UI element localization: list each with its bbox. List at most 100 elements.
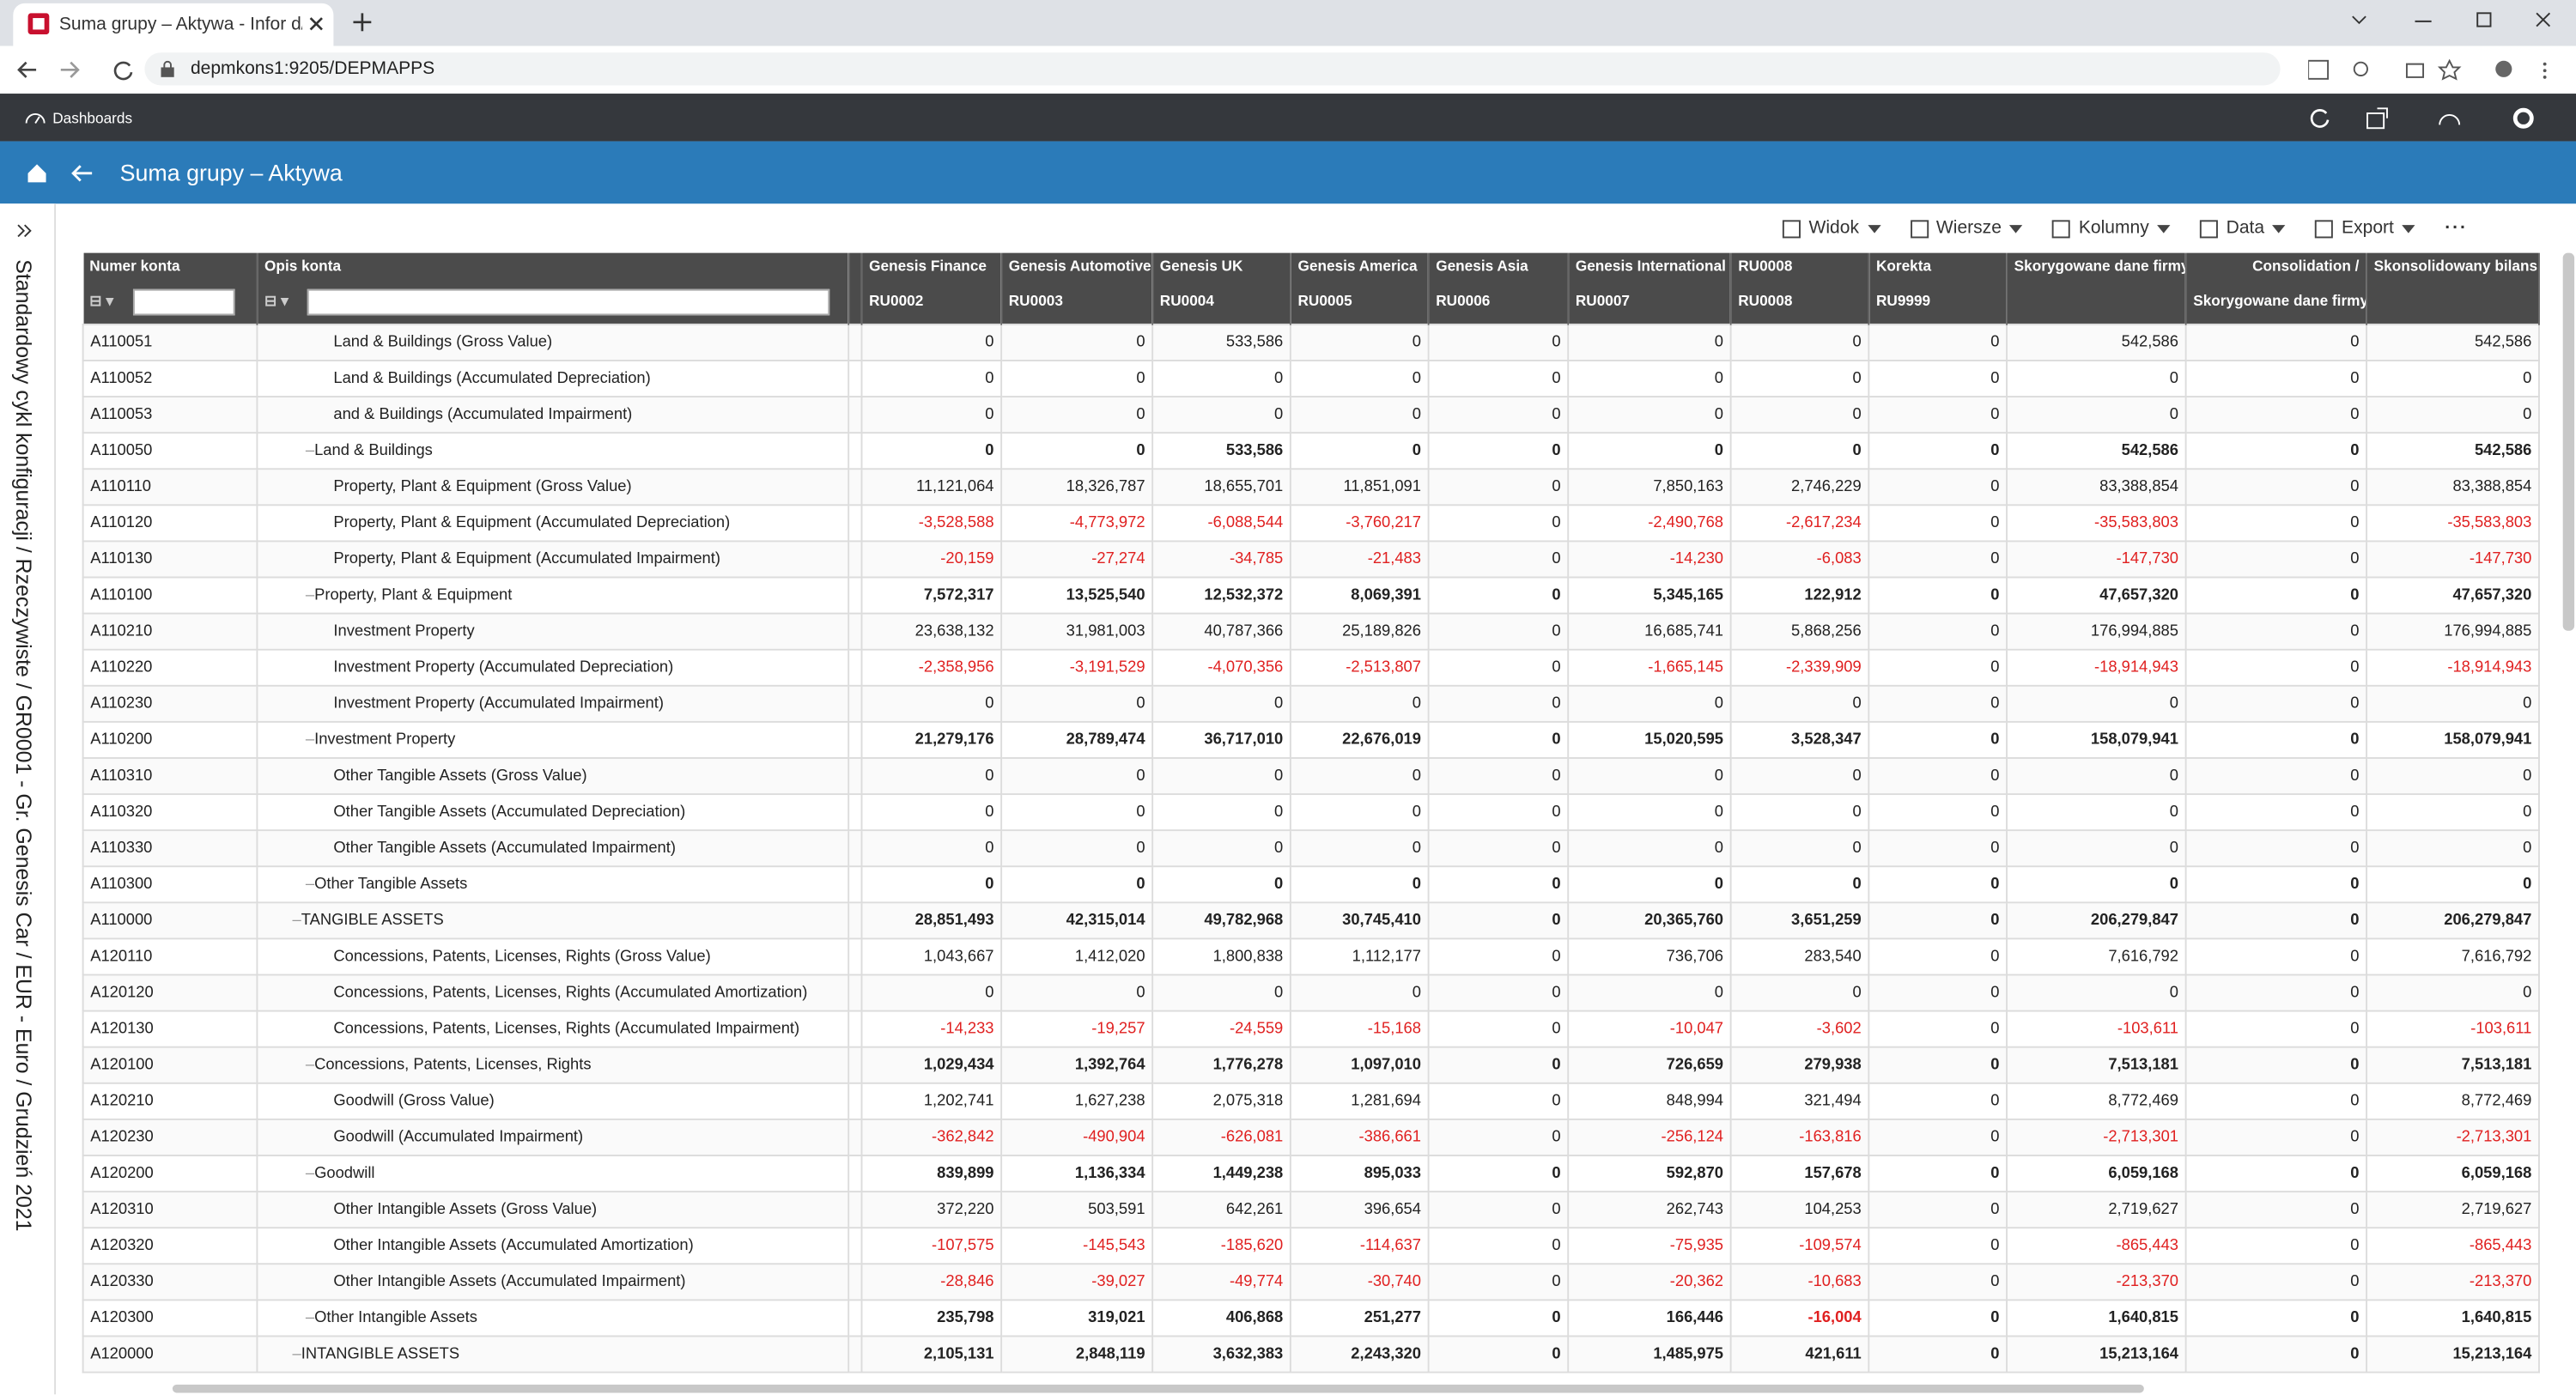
description-cell: –Property, Plant & Equipment	[256, 576, 850, 615]
value-cell: 592,870	[1567, 1155, 1732, 1193]
filter-mode[interactable]: ⊟ ▾	[264, 292, 289, 309]
value-cell: 11,851,091	[1289, 468, 1430, 506]
value-cell: 0	[1289, 793, 1430, 832]
value-cell: 8,772,469	[2366, 1082, 2540, 1120]
column-header: Genesis America RU0005	[1290, 252, 1430, 324]
value-cell: 0	[2184, 684, 2368, 723]
toolbar-icon	[2052, 219, 2071, 238]
column-sub: RU0008	[1738, 292, 1793, 309]
expand-icon[interactable]	[16, 223, 33, 238]
url-field[interactable]: depmkons1:9205/DEPMAPPS	[144, 52, 2281, 86]
toolbar-button[interactable]: Kolumny	[2052, 218, 2171, 240]
value-cell: 0	[1427, 865, 1570, 904]
value-cell: 1,627,238	[1000, 1082, 1154, 1120]
toolbar-icon	[2315, 219, 2334, 238]
collapse-toggle[interactable]: –	[305, 1056, 315, 1075]
filter-input[interactable]	[132, 288, 234, 315]
account-cell: A120200	[82, 1155, 258, 1193]
description-cell: Goodwill (Accumulated Impairment)	[256, 1118, 850, 1156]
value-cell: 0	[1567, 829, 1732, 868]
frozen-cell	[848, 323, 863, 361]
value-cell: 40,787,366	[1151, 612, 1291, 651]
value-cell: -2,713,301	[2366, 1118, 2540, 1156]
toolbar-button[interactable]: Data	[2200, 218, 2287, 240]
column-sub: RU0007	[1575, 292, 1631, 309]
value-cell: -39,027	[1000, 1263, 1154, 1301]
vertical-scrollbar[interactable]	[2562, 252, 2575, 631]
nav-buttons[interactable]	[16, 59, 135, 81]
collapse-toggle[interactable]: –	[305, 731, 315, 749]
collapse-toggle[interactable]: –	[305, 441, 315, 460]
value-cell: 0	[1868, 901, 2008, 940]
value-cell: 49,782,968	[1151, 901, 1291, 940]
value-cell: 0	[2006, 396, 2187, 434]
description-text: Land & Buildings (Accumulated Depreciati…	[333, 369, 651, 388]
filter-input[interactable]	[307, 288, 830, 315]
value-cell: 0	[1567, 684, 1732, 723]
description-text: Concessions, Patents, Licenses, Rights (…	[333, 947, 711, 966]
value-cell: 15,020,595	[1567, 720, 1732, 759]
value-cell: 0	[2366, 396, 2540, 434]
value-cell: 7,572,317	[860, 576, 1003, 615]
new-tab[interactable]	[353, 13, 372, 32]
nav-dashboards[interactable]: Dashboards	[52, 110, 133, 127]
column-name: Genesis America	[1297, 258, 1418, 275]
value-cell: 0	[1868, 973, 2008, 1012]
value-cell: 2,105,131	[860, 1335, 1003, 1374]
more-menu[interactable]: ···	[2445, 218, 2468, 239]
tab-close[interactable]	[309, 16, 324, 31]
description-cell: –Concessions, Patents, Licenses, Rights	[256, 1046, 850, 1084]
value-cell: 1,640,815	[2006, 1299, 2187, 1337]
description-text: TANGIBLE ASSETS	[301, 911, 444, 930]
value-cell: 0	[1567, 360, 1732, 398]
value-cell: 0	[860, 323, 1003, 361]
value-cell: 3,528,347	[1729, 720, 1870, 759]
column-name: Skorygowane dane firmy	[2014, 258, 2186, 275]
page-header: Suma grupy – Aktywa	[0, 141, 2576, 204]
column-name: Genesis Automotive	[1008, 258, 1151, 275]
toolbar-button[interactable]: Widok	[1782, 218, 1880, 240]
value-cell: -14,233	[860, 1010, 1003, 1048]
value-cell: 0	[1868, 937, 2008, 976]
collapse-toggle[interactable]: –	[292, 1344, 301, 1364]
value-cell: 321,494	[1729, 1082, 1870, 1120]
value-cell: 0	[1289, 323, 1430, 361]
collapse-toggle[interactable]: –	[305, 586, 315, 605]
description-cell: and & Buildings (Accumulated Impairment)	[256, 396, 850, 434]
account-cell: A110220	[82, 648, 258, 687]
collapse-toggle[interactable]: –	[305, 875, 315, 894]
horizontal-scrollbar[interactable]	[172, 1384, 2144, 1393]
header-nav[interactable]	[27, 162, 95, 184]
value-cell: 0	[1289, 829, 1430, 868]
toolbar-icon	[1782, 219, 1801, 238]
collapse-toggle[interactable]: –	[292, 911, 301, 930]
value-cell: 2,719,627	[2366, 1191, 2540, 1229]
value-cell: 0	[1427, 504, 1570, 543]
value-cell: 12,532,372	[1151, 576, 1291, 615]
grid-row: A110230 Investment Property (Accumulated …	[82, 684, 2540, 723]
value-cell: 23,638,132	[860, 612, 1003, 651]
value-cell: 176,994,885	[2006, 612, 2187, 651]
value-cell: -147,730	[2366, 540, 2540, 579]
value-cell: 18,326,787	[1000, 468, 1154, 506]
frozen-cell	[848, 504, 863, 543]
value-cell: 0	[1427, 1227, 1570, 1265]
description-text: Investment Property (Accumulated Impairm…	[333, 694, 664, 713]
value-cell: -15,168	[1289, 1010, 1430, 1048]
value-cell: 0	[1868, 360, 2008, 398]
account-cell: A110050	[82, 432, 258, 470]
toolbar-button[interactable]: Wiersze	[1910, 218, 2023, 240]
collapse-toggle[interactable]: –	[305, 1308, 315, 1327]
column-name: Korekta	[1875, 258, 1932, 275]
grid-row: A120230 Goodwill (Accumulated Impairment)…	[82, 1118, 2540, 1156]
filter-mode[interactable]: ⊟ ▾	[89, 292, 114, 309]
collapse-toggle[interactable]: –	[305, 1164, 315, 1183]
browser-tab[interactable]: Suma grupy – Aktywa - Infor d/E	[13, 3, 334, 46]
value-cell: 0	[1151, 829, 1291, 868]
value-cell: 0	[1427, 720, 1570, 759]
description-text: Goodwill	[314, 1164, 375, 1183]
account-cell: A110310	[82, 757, 258, 796]
toolbar-button[interactable]: Export	[2315, 218, 2415, 240]
value-cell: -2,490,768	[1567, 504, 1732, 543]
dashboard-icon	[25, 113, 46, 124]
